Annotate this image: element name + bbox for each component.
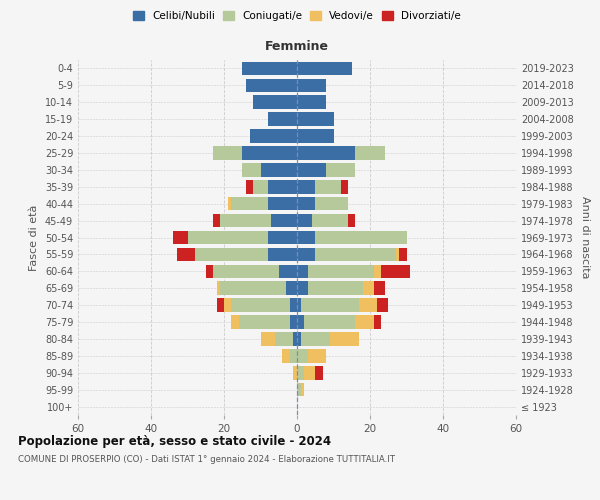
Bar [217,282,220,295]
Bar [374,316,381,329]
Bar [297,264,308,278]
Bar [213,214,220,228]
Y-axis label: Anni di nascita: Anni di nascita [580,196,590,279]
Bar [297,78,326,92]
Bar [271,214,297,228]
Bar [395,248,399,261]
Bar [297,383,301,396]
Bar [315,248,395,261]
Bar [297,298,301,312]
Text: Popolazione per età, sesso e stato civile - 2024: Popolazione per età, sesso e stato civil… [18,435,331,448]
Bar [173,230,187,244]
Bar [377,298,388,312]
Bar [268,248,297,261]
Bar [242,163,260,176]
Bar [250,130,297,143]
Bar [242,62,297,75]
Bar [224,298,232,312]
Bar [301,332,330,345]
Bar [220,282,286,295]
Bar [279,264,297,278]
Bar [297,130,334,143]
Bar [297,62,352,75]
Bar [213,146,242,160]
Bar [315,230,407,244]
Bar [359,298,377,312]
Bar [275,332,293,345]
Bar [381,264,410,278]
Bar [297,163,326,176]
Bar [293,366,297,380]
Bar [260,332,275,345]
Bar [290,349,297,362]
Bar [268,230,297,244]
Bar [217,298,224,312]
Bar [195,248,268,261]
Bar [308,264,374,278]
Y-axis label: Fasce di età: Fasce di età [29,204,39,270]
Bar [297,332,301,345]
Bar [326,163,355,176]
Bar [297,248,315,261]
Bar [268,112,297,126]
Bar [206,264,213,278]
Bar [297,316,304,329]
Bar [399,248,407,261]
Text: Femmine: Femmine [265,40,329,53]
Bar [268,197,297,210]
Bar [297,230,315,244]
Bar [253,96,297,109]
Bar [308,349,326,362]
Bar [297,112,334,126]
Bar [297,349,308,362]
Bar [176,248,195,261]
Bar [355,316,374,329]
Bar [290,298,297,312]
Bar [187,230,268,244]
Bar [220,214,271,228]
Bar [232,298,290,312]
Bar [315,180,341,194]
Bar [268,180,297,194]
Bar [297,146,355,160]
Legend: Celibi/Nubili, Coniugati/e, Vedovi/e, Divorziati/e: Celibi/Nubili, Coniugati/e, Vedovi/e, Di… [129,6,465,25]
Bar [341,180,348,194]
Bar [232,197,268,210]
Bar [374,264,381,278]
Bar [297,96,326,109]
Bar [297,180,315,194]
Text: COMUNE DI PROSERPIO (CO) - Dati ISTAT 1° gennaio 2024 - Elaborazione TUTTITALIA.: COMUNE DI PROSERPIO (CO) - Dati ISTAT 1°… [18,455,395,464]
Bar [293,332,297,345]
Bar [315,366,323,380]
Bar [308,282,362,295]
Bar [227,197,232,210]
Bar [311,214,348,228]
Bar [213,264,279,278]
Bar [355,146,385,160]
Bar [260,163,297,176]
Bar [297,366,304,380]
Bar [246,180,253,194]
Bar [239,316,290,329]
Bar [232,316,239,329]
Bar [297,282,308,295]
Bar [297,214,311,228]
Bar [286,282,297,295]
Bar [246,78,297,92]
Bar [374,282,385,295]
Bar [362,282,374,295]
Bar [330,332,359,345]
Bar [253,180,268,194]
Bar [301,298,359,312]
Bar [304,366,315,380]
Bar [301,383,304,396]
Bar [297,197,315,210]
Bar [290,316,297,329]
Bar [348,214,355,228]
Bar [315,197,348,210]
Bar [242,146,297,160]
Bar [304,316,355,329]
Bar [283,349,290,362]
